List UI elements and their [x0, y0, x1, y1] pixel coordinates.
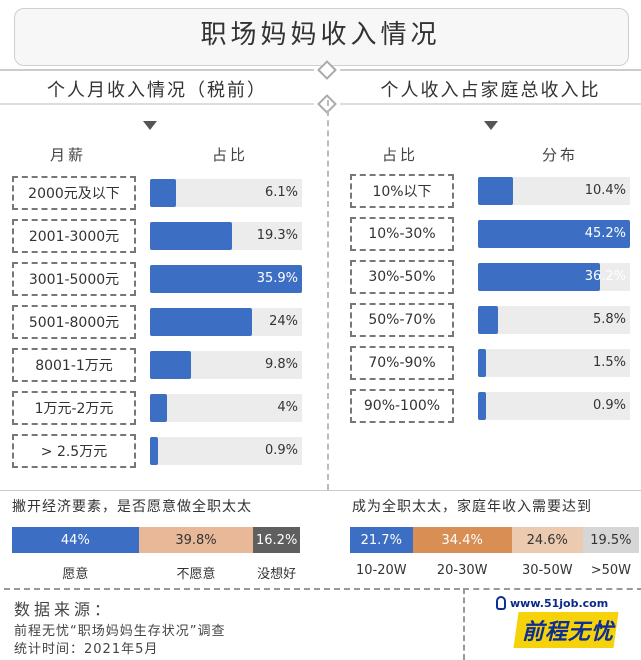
bar-track: 4%	[150, 394, 302, 422]
question-left: 撇开经济要素，是否愿意做全职太太	[12, 499, 252, 515]
bar	[478, 263, 600, 291]
bar	[478, 220, 630, 248]
category-label: 5001-8000元	[12, 305, 136, 339]
bar	[150, 308, 252, 336]
stack-segment: 44%	[12, 527, 139, 553]
divider-right	[340, 69, 641, 71]
bar	[150, 179, 176, 207]
bar-value-label: 1.5%	[592, 355, 626, 370]
bar	[478, 349, 486, 377]
source-title: 数据来源：	[14, 600, 115, 619]
bar	[150, 437, 158, 465]
category-label: 8001-1万元	[12, 348, 136, 382]
bar-value-label: 10.4%	[584, 183, 626, 198]
category-label: 10%以下	[350, 174, 454, 208]
left-chart-title: 个人月收入情况（税前）	[47, 80, 267, 101]
bar	[150, 351, 192, 379]
logo-area	[463, 588, 641, 660]
stack-segment: 16.2%	[253, 527, 300, 553]
bar-track: 19.3%	[150, 222, 302, 250]
category-label: 70%-90%	[350, 346, 454, 380]
bar-track: 36.2%	[478, 263, 630, 291]
bar-track: 0.9%	[150, 437, 302, 465]
stack-category-label: 10-20W	[355, 563, 407, 578]
right-col-header-1: 占比	[381, 146, 418, 164]
stack-segment: 39.8%	[138, 527, 254, 553]
bar-track: 10.4%	[478, 177, 630, 205]
source-line-2: 统计时间：2021年5月	[14, 642, 159, 657]
bar-track: 0.9%	[478, 392, 630, 420]
right-col-header-2: 分布	[541, 146, 578, 164]
stack-segment: 24.6%	[511, 527, 583, 553]
bar-value-label: 19.3%	[256, 228, 298, 243]
bar	[150, 394, 167, 422]
center-divider	[327, 100, 329, 490]
bar	[478, 177, 513, 205]
stack-category-label: 20-30W	[436, 563, 488, 578]
logo-url: www.51job.com	[510, 597, 609, 610]
question-right: 成为全职太太，家庭年收入需要达到	[352, 499, 592, 515]
arrow-down-icon	[484, 121, 498, 130]
stack-category-label: 愿意	[62, 567, 89, 582]
bar-value-label: 9.8%	[264, 357, 298, 372]
category-label: 90%-100%	[350, 389, 454, 423]
bar-track: 9.8%	[150, 351, 302, 379]
mouse-icon	[496, 596, 506, 610]
stack-category-label: 不愿意	[176, 567, 216, 582]
stack-segment: 19.5%	[582, 527, 639, 553]
category-label: 2000元及以下	[12, 176, 136, 210]
stack-segment: 34.4%	[412, 527, 512, 553]
bar	[150, 222, 232, 250]
bar-track: 1.5%	[478, 349, 630, 377]
page-title: 职场妈妈收入情况	[200, 20, 441, 50]
divider-right-2	[340, 103, 641, 105]
right-chart-title: 个人收入占家庭总收入比	[380, 80, 601, 101]
stack-category-label: 没想好	[257, 567, 297, 582]
bar-value-label: 36.2%	[584, 269, 626, 284]
bar	[150, 265, 302, 293]
stack-category-label: >50W	[590, 563, 632, 578]
stack-segment: 21.7%	[350, 527, 413, 553]
divider-left-2	[0, 103, 314, 105]
title-banner	[14, 8, 629, 66]
category-label: 10%-30%	[350, 217, 454, 251]
source-box	[4, 588, 460, 660]
left-col-header-1: 月薪	[49, 146, 86, 164]
category-label: 2001-3000元	[12, 219, 136, 253]
bar-value-label: 6.1%	[264, 185, 298, 200]
bar	[478, 306, 498, 334]
left-col-header-2: 占比	[211, 146, 248, 164]
divider-left	[0, 69, 314, 71]
category-label: 30%-50%	[350, 260, 454, 294]
arrow-down-icon	[143, 121, 157, 130]
bottom-divider	[0, 490, 641, 491]
bar-track: 45.2%	[478, 220, 630, 248]
bar-value-label: 5.8%	[592, 312, 626, 327]
bar-value-label: 0.9%	[592, 398, 626, 413]
bar-track: 6.1%	[150, 179, 302, 207]
bar-value-label: 0.9%	[264, 443, 298, 458]
category-label: 50%-70%	[350, 303, 454, 337]
bar-value-label: 24%	[269, 314, 298, 329]
bar-value-label: 35.9%	[256, 271, 298, 286]
bar-track: 5.8%	[478, 306, 630, 334]
stack-category-label: 30-50W	[521, 563, 573, 578]
category-label: 3001-5000元	[12, 262, 136, 296]
bar	[478, 392, 486, 420]
logo-name: 前程无忧	[522, 620, 615, 645]
bar-track: 24%	[150, 308, 302, 336]
bar-track: 35.9%	[150, 265, 302, 293]
bar-value-label: 4%	[277, 400, 298, 415]
category-label: 1万元-2万元	[12, 391, 136, 425]
source-line-1: 前程无忧“职场妈妈生存状况”调查	[14, 624, 226, 639]
category-label: > 2.5万元	[12, 434, 136, 468]
bar-value-label: 45.2%	[584, 226, 626, 241]
